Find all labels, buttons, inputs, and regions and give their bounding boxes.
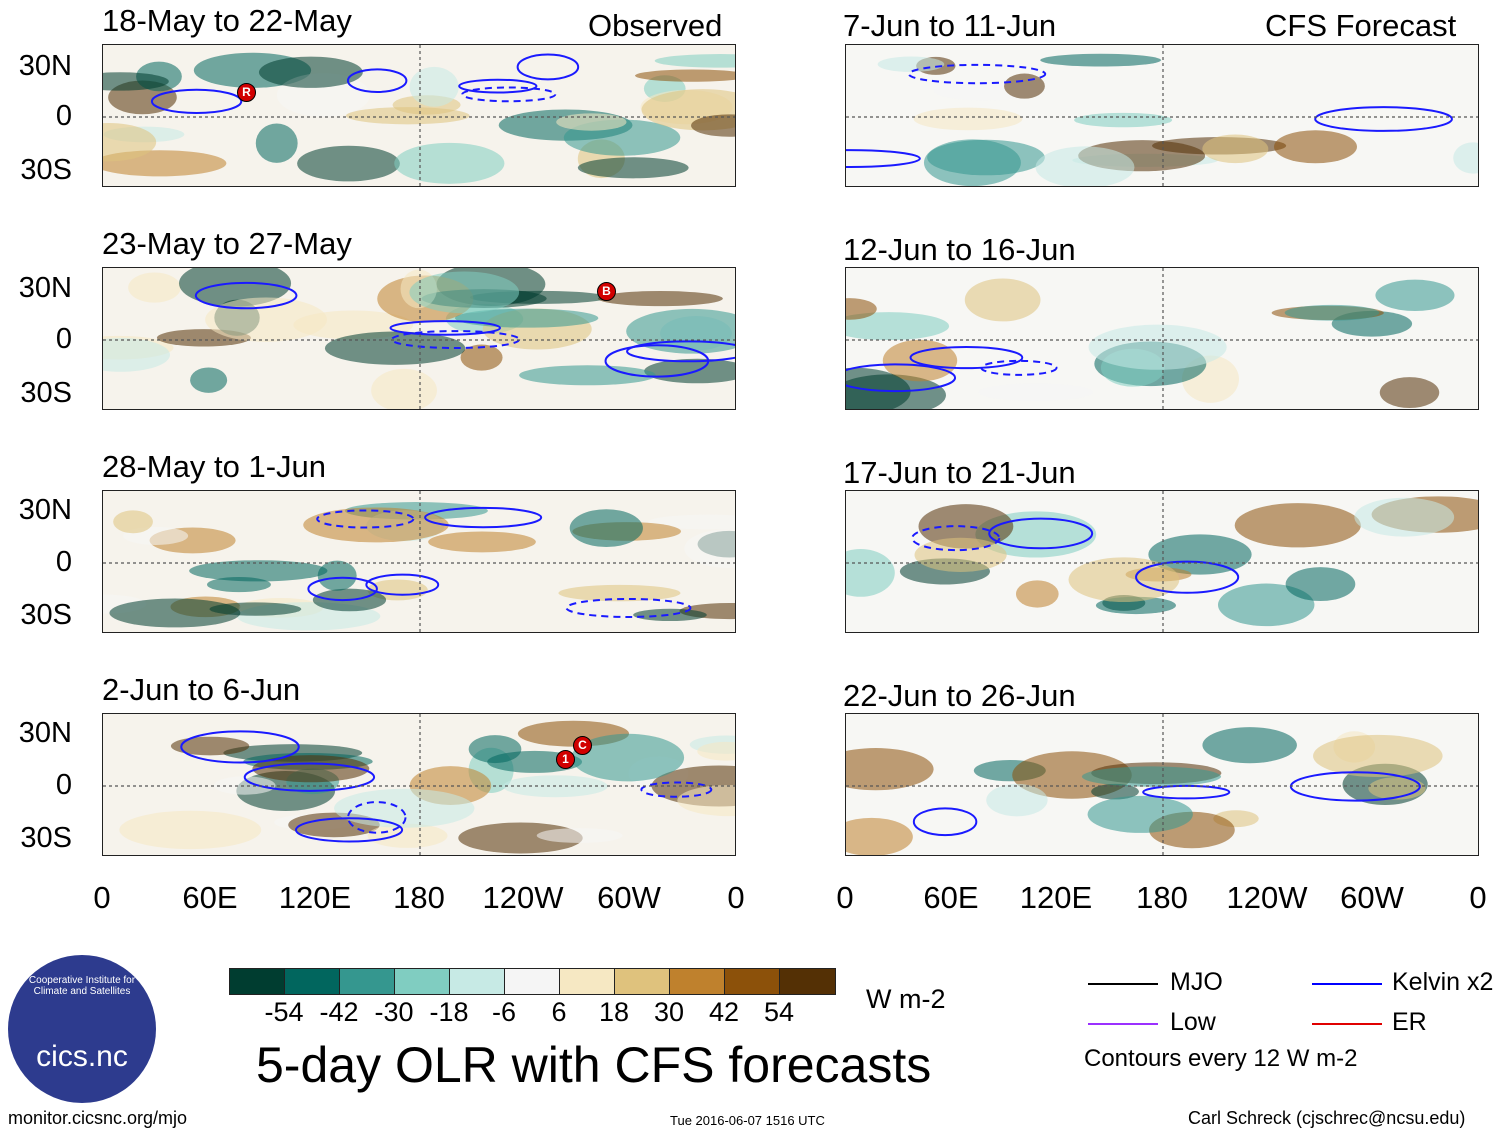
forecast-label: CFS Forecast — [1265, 8, 1457, 43]
map-svg — [846, 491, 1478, 632]
storm-marker-icon: C — [573, 736, 592, 755]
storm-marker-icon: R — [237, 83, 256, 102]
cicsnc-logo: Cooperative Institute for Climate and Sa… — [8, 955, 156, 1103]
colorbar-swatch — [780, 969, 835, 994]
map-svg — [846, 268, 1478, 409]
olr-map-panel — [102, 44, 736, 187]
olr-map-panel — [102, 713, 736, 856]
olr-map-panel — [102, 267, 736, 410]
lat-label: 0 — [55, 100, 72, 132]
olr-map-panel — [845, 44, 1479, 187]
lat-label: 30S — [20, 599, 72, 631]
observed-panel-title: 2-Jun to 6-Jun — [102, 672, 301, 707]
colorbar-tick-label: 18 — [598, 997, 630, 1027]
colorbar-swatch — [615, 969, 670, 994]
map-svg — [846, 45, 1478, 186]
map-svg — [103, 45, 735, 186]
forecast-panel-title: 17-Jun to 21-Jun — [843, 455, 1076, 490]
lon-label: 60W — [597, 880, 661, 915]
colorbar-swatch — [505, 969, 560, 994]
forecast-panel-title: 12-Jun to 16-Jun — [843, 232, 1076, 267]
olr-map-panel — [845, 713, 1479, 856]
colorbar-swatch — [450, 969, 505, 994]
olr-map-panel — [102, 490, 736, 633]
lon-label: 60E — [182, 880, 238, 915]
colorbar-tick-label: -30 — [374, 997, 414, 1027]
lat-label: 30N — [18, 717, 72, 749]
colorbar-swatch — [725, 969, 780, 994]
lat-label: 30N — [18, 272, 72, 304]
footer-credit: Carl Schreck (cjschrec@ncsu.edu) — [1188, 1108, 1466, 1128]
olr-colorbar — [229, 968, 836, 995]
colorbar-tick-label: -54 — [264, 997, 304, 1027]
colorbar-units: W m-2 — [866, 984, 946, 1014]
olr-map-panel — [845, 267, 1479, 410]
legend-label: ER — [1392, 1008, 1427, 1036]
map-svg — [103, 491, 735, 632]
lon-label: 60E — [923, 880, 979, 915]
lat-label: 30N — [18, 494, 72, 526]
colorbar-swatch — [340, 969, 395, 994]
lon-label: 0 — [1469, 880, 1487, 915]
footer-timestamp: Tue 2016-06-07 1516 UTC — [670, 1113, 825, 1128]
lon-label: 0 — [727, 880, 745, 915]
forecast-panel-title: 7-Jun to 11-Jun — [843, 8, 1057, 43]
legend-line-kelvin — [1312, 983, 1382, 985]
observed-label: Observed — [588, 8, 723, 43]
lon-label: 120E — [278, 880, 352, 915]
lat-label: 30S — [20, 154, 72, 186]
observed-panel-title: 23-May to 27-May — [102, 226, 352, 261]
storm-marker-icon: B — [597, 282, 616, 301]
lat-label: 0 — [55, 769, 72, 801]
observed-panel-title: 18-May to 22-May — [102, 3, 352, 38]
legend-label: Kelvin x2 — [1392, 968, 1494, 996]
storm-marker-icon: 1 — [556, 750, 575, 769]
lon-label: 120W — [482, 880, 564, 915]
colorbar-tick-label: -18 — [429, 997, 469, 1027]
lon-label: 180 — [1136, 880, 1188, 915]
legend-label: Low — [1170, 1008, 1216, 1036]
lat-label: 30S — [20, 822, 72, 854]
colorbar-tick-label: 30 — [653, 997, 685, 1027]
lon-label: 120E — [1019, 880, 1093, 915]
lat-label: 0 — [55, 323, 72, 355]
lon-label: 0 — [836, 880, 854, 915]
lat-label: 0 — [55, 546, 72, 578]
map-svg — [103, 714, 735, 855]
olr-map-panel — [845, 490, 1479, 633]
forecast-panel-title: 22-Jun to 26-Jun — [843, 678, 1076, 713]
logo-ring-text: Cooperative Institute for Climate and Sa… — [28, 975, 136, 997]
lat-label: 30S — [20, 377, 72, 409]
colorbar-tick-label: 42 — [708, 997, 740, 1027]
colorbar-swatch — [560, 969, 615, 994]
lon-label: 180 — [393, 880, 445, 915]
footer-url[interactable]: monitor.cicsnc.org/mjo — [8, 1108, 188, 1128]
lon-label: 120W — [1226, 880, 1308, 915]
colorbar-swatch — [670, 969, 725, 994]
logo-text: cics.nc — [36, 1040, 128, 1073]
map-svg — [103, 268, 735, 409]
colorbar-tick-label: -6 — [491, 997, 516, 1027]
colorbar-swatch — [285, 969, 340, 994]
map-svg — [846, 714, 1478, 855]
legend-line-mjo — [1088, 983, 1158, 985]
legend-line-low — [1088, 1023, 1158, 1025]
colorbar-swatch — [395, 969, 450, 994]
colorbar-tick-label: 6 — [551, 997, 567, 1027]
lon-label: 0 — [93, 880, 111, 915]
lon-label: 60W — [1340, 880, 1404, 915]
lat-label: 30N — [18, 50, 72, 82]
main-title: 5-day OLR with CFS forecasts — [256, 1037, 932, 1093]
legend-line-er — [1312, 1023, 1382, 1025]
colorbar-tick-label: -42 — [319, 997, 359, 1027]
legend-label: MJO — [1170, 968, 1223, 996]
legend-note: Contours every 12 W m-2 — [1084, 1045, 1358, 1072]
colorbar-tick-label: 54 — [763, 997, 795, 1027]
colorbar-swatch — [230, 969, 285, 994]
observed-panel-title: 28-May to 1-Jun — [102, 449, 326, 484]
